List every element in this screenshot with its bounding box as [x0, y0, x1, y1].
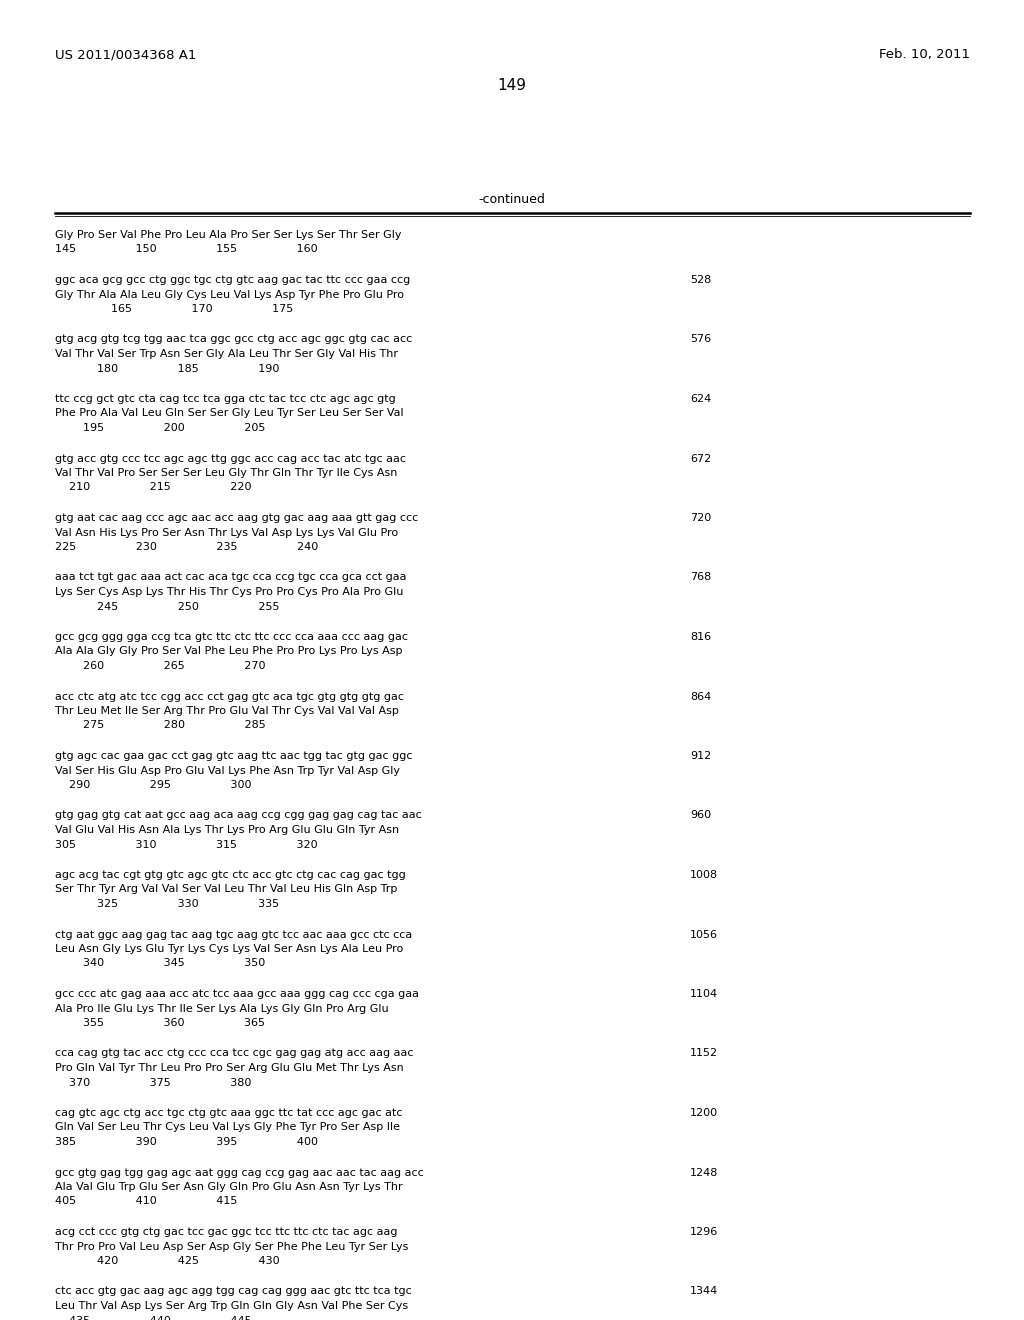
Text: 305                 310                 315                 320: 305 310 315 320	[55, 840, 317, 850]
Text: 385                 390                 395                 400: 385 390 395 400	[55, 1137, 318, 1147]
Text: 225                 230                 235                 240: 225 230 235 240	[55, 543, 318, 552]
Text: 180                 185                 190: 180 185 190	[55, 363, 280, 374]
Text: Val Thr Val Pro Ser Ser Ser Leu Gly Thr Gln Thr Tyr Ile Cys Asn: Val Thr Val Pro Ser Ser Ser Leu Gly Thr …	[55, 469, 397, 478]
Text: 672: 672	[690, 454, 712, 463]
Text: Val Ser His Glu Asp Pro Glu Val Lys Phe Asn Trp Tyr Val Asp Gly: Val Ser His Glu Asp Pro Glu Val Lys Phe …	[55, 766, 400, 776]
Text: Leu Asn Gly Lys Glu Tyr Lys Cys Lys Val Ser Asn Lys Ala Leu Pro: Leu Asn Gly Lys Glu Tyr Lys Cys Lys Val …	[55, 944, 403, 954]
Text: gtg aat cac aag ccc agc aac acc aag gtg gac aag aaa gtt gag ccc: gtg aat cac aag ccc agc aac acc aag gtg …	[55, 513, 418, 523]
Text: Gly Thr Ala Ala Leu Gly Cys Leu Val Lys Asp Tyr Phe Pro Glu Pro: Gly Thr Ala Ala Leu Gly Cys Leu Val Lys …	[55, 289, 404, 300]
Text: Ala Ala Gly Gly Pro Ser Val Phe Leu Phe Pro Pro Lys Pro Lys Asp: Ala Ala Gly Gly Pro Ser Val Phe Leu Phe …	[55, 647, 402, 656]
Text: ttc ccg gct gtc cta cag tcc tca gga ctc tac tcc ctc agc agc gtg: ttc ccg gct gtc cta cag tcc tca gga ctc …	[55, 393, 395, 404]
Text: 325                 330                 335: 325 330 335	[55, 899, 280, 909]
Text: Thr Leu Met Ile Ser Arg Thr Pro Glu Val Thr Cys Val Val Val Asp: Thr Leu Met Ile Ser Arg Thr Pro Glu Val …	[55, 706, 399, 715]
Text: 1344: 1344	[690, 1287, 718, 1296]
Text: 1008: 1008	[690, 870, 718, 880]
Text: 624: 624	[690, 393, 712, 404]
Text: Ala Pro Ile Glu Lys Thr Ile Ser Lys Ala Lys Gly Gln Pro Arg Glu: Ala Pro Ile Glu Lys Thr Ile Ser Lys Ala …	[55, 1003, 389, 1014]
Text: US 2011/0034368 A1: US 2011/0034368 A1	[55, 48, 197, 61]
Text: cag gtc agc ctg acc tgc ctg gtc aaa ggc ttc tat ccc agc gac atc: cag gtc agc ctg acc tgc ctg gtc aaa ggc …	[55, 1107, 402, 1118]
Text: 149: 149	[498, 78, 526, 92]
Text: 576: 576	[690, 334, 711, 345]
Text: acg cct ccc gtg ctg gac tcc gac ggc tcc ttc ttc ctc tac agc aag: acg cct ccc gtg ctg gac tcc gac ggc tcc …	[55, 1228, 397, 1237]
Text: agc acg tac cgt gtg gtc agc gtc ctc acc gtc ctg cac cag gac tgg: agc acg tac cgt gtg gtc agc gtc ctc acc …	[55, 870, 406, 880]
Text: ctg aat ggc aag gag tac aag tgc aag gtc tcc aac aaa gcc ctc cca: ctg aat ggc aag gag tac aag tgc aag gtc …	[55, 929, 413, 940]
Text: 816: 816	[690, 632, 711, 642]
Text: 210                 215                 220: 210 215 220	[55, 483, 252, 492]
Text: 260                 265                 270: 260 265 270	[55, 661, 265, 671]
Text: 405                 410                 415: 405 410 415	[55, 1196, 238, 1206]
Text: Val Glu Val His Asn Ala Lys Thr Lys Pro Arg Glu Glu Gln Tyr Asn: Val Glu Val His Asn Ala Lys Thr Lys Pro …	[55, 825, 399, 836]
Text: 1296: 1296	[690, 1228, 718, 1237]
Text: gcc ccc atc gag aaa acc atc tcc aaa gcc aaa ggg cag ccc cga gaa: gcc ccc atc gag aaa acc atc tcc aaa gcc …	[55, 989, 419, 999]
Text: 290                 295                 300: 290 295 300	[55, 780, 252, 789]
Text: 528: 528	[690, 275, 712, 285]
Text: Val Thr Val Ser Trp Asn Ser Gly Ala Leu Thr Ser Gly Val His Thr: Val Thr Val Ser Trp Asn Ser Gly Ala Leu …	[55, 348, 398, 359]
Text: gcc gtg gag tgg gag agc aat ggg cag ccg gag aac aac tac aag acc: gcc gtg gag tgg gag agc aat ggg cag ccg …	[55, 1167, 424, 1177]
Text: 370                 375                 380: 370 375 380	[55, 1077, 251, 1088]
Text: 960: 960	[690, 810, 711, 821]
Text: 165                 170                 175: 165 170 175	[55, 304, 293, 314]
Text: 768: 768	[690, 573, 712, 582]
Text: Leu Thr Val Asp Lys Ser Arg Trp Gln Gln Gly Asn Val Phe Ser Cys: Leu Thr Val Asp Lys Ser Arg Trp Gln Gln …	[55, 1302, 409, 1311]
Text: 864: 864	[690, 692, 712, 701]
Text: Lys Ser Cys Asp Lys Thr His Thr Cys Pro Pro Cys Pro Ala Pro Glu: Lys Ser Cys Asp Lys Thr His Thr Cys Pro …	[55, 587, 403, 597]
Text: 420                 425                 430: 420 425 430	[55, 1257, 280, 1266]
Text: Ser Thr Tyr Arg Val Val Ser Val Leu Thr Val Leu His Gln Asp Trp: Ser Thr Tyr Arg Val Val Ser Val Leu Thr …	[55, 884, 397, 895]
Text: gtg acc gtg ccc tcc agc agc ttg ggc acc cag acc tac atc tgc aac: gtg acc gtg ccc tcc agc agc ttg ggc acc …	[55, 454, 406, 463]
Text: 912: 912	[690, 751, 712, 762]
Text: 275                 280                 285: 275 280 285	[55, 721, 266, 730]
Text: cca cag gtg tac acc ctg ccc cca tcc cgc gag gag atg acc aag aac: cca cag gtg tac acc ctg ccc cca tcc cgc …	[55, 1048, 414, 1059]
Text: gcc gcg ggg gga ccg tca gtc ttc ctc ttc ccc cca aaa ccc aag gac: gcc gcg ggg gga ccg tca gtc ttc ctc ttc …	[55, 632, 408, 642]
Text: Val Asn His Lys Pro Ser Asn Thr Lys Val Asp Lys Lys Val Glu Pro: Val Asn His Lys Pro Ser Asn Thr Lys Val …	[55, 528, 398, 537]
Text: 355                 360                 365: 355 360 365	[55, 1018, 265, 1028]
Text: Thr Pro Pro Val Leu Asp Ser Asp Gly Ser Phe Phe Leu Tyr Ser Lys: Thr Pro Pro Val Leu Asp Ser Asp Gly Ser …	[55, 1242, 409, 1251]
Text: gtg agc cac gaa gac cct gag gtc aag ttc aac tgg tac gtg gac ggc: gtg agc cac gaa gac cct gag gtc aag ttc …	[55, 751, 413, 762]
Text: 1152: 1152	[690, 1048, 718, 1059]
Text: Gly Pro Ser Val Phe Pro Leu Ala Pro Ser Ser Lys Ser Thr Ser Gly: Gly Pro Ser Val Phe Pro Leu Ala Pro Ser …	[55, 230, 401, 240]
Text: -continued: -continued	[478, 193, 546, 206]
Text: 145                 150                 155                 160: 145 150 155 160	[55, 244, 317, 255]
Text: Ala Val Glu Trp Glu Ser Asn Gly Gln Pro Glu Asn Asn Tyr Lys Thr: Ala Val Glu Trp Glu Ser Asn Gly Gln Pro …	[55, 1181, 402, 1192]
Text: 1056: 1056	[690, 929, 718, 940]
Text: Pro Gln Val Tyr Thr Leu Pro Pro Ser Arg Glu Glu Met Thr Lys Asn: Pro Gln Val Tyr Thr Leu Pro Pro Ser Arg …	[55, 1063, 403, 1073]
Text: 720: 720	[690, 513, 712, 523]
Text: 1104: 1104	[690, 989, 718, 999]
Text: 1248: 1248	[690, 1167, 719, 1177]
Text: aaa tct tgt gac aaa act cac aca tgc cca ccg tgc cca gca cct gaa: aaa tct tgt gac aaa act cac aca tgc cca …	[55, 573, 407, 582]
Text: ctc acc gtg gac aag agc agg tgg cag cag ggg aac gtc ttc tca tgc: ctc acc gtg gac aag agc agg tgg cag cag …	[55, 1287, 412, 1296]
Text: acc ctc atg atc tcc cgg acc cct gag gtc aca tgc gtg gtg gtg gac: acc ctc atg atc tcc cgg acc cct gag gtc …	[55, 692, 404, 701]
Text: gtg gag gtg cat aat gcc aag aca aag ccg cgg gag gag cag tac aac: gtg gag gtg cat aat gcc aag aca aag ccg …	[55, 810, 422, 821]
Text: 435                 440                 445: 435 440 445	[55, 1316, 252, 1320]
Text: gtg acg gtg tcg tgg aac tca ggc gcc ctg acc agc ggc gtg cac acc: gtg acg gtg tcg tgg aac tca ggc gcc ctg …	[55, 334, 413, 345]
Text: 1200: 1200	[690, 1107, 718, 1118]
Text: 245                 250                 255: 245 250 255	[55, 602, 280, 611]
Text: 195                 200                 205: 195 200 205	[55, 422, 265, 433]
Text: Gln Val Ser Leu Thr Cys Leu Val Lys Gly Phe Tyr Pro Ser Asp Ile: Gln Val Ser Leu Thr Cys Leu Val Lys Gly …	[55, 1122, 400, 1133]
Text: Phe Pro Ala Val Leu Gln Ser Ser Gly Leu Tyr Ser Leu Ser Ser Val: Phe Pro Ala Val Leu Gln Ser Ser Gly Leu …	[55, 408, 403, 418]
Text: Feb. 10, 2011: Feb. 10, 2011	[879, 48, 970, 61]
Text: 340                 345                 350: 340 345 350	[55, 958, 265, 969]
Text: ggc aca gcg gcc ctg ggc tgc ctg gtc aag gac tac ttc ccc gaa ccg: ggc aca gcg gcc ctg ggc tgc ctg gtc aag …	[55, 275, 411, 285]
